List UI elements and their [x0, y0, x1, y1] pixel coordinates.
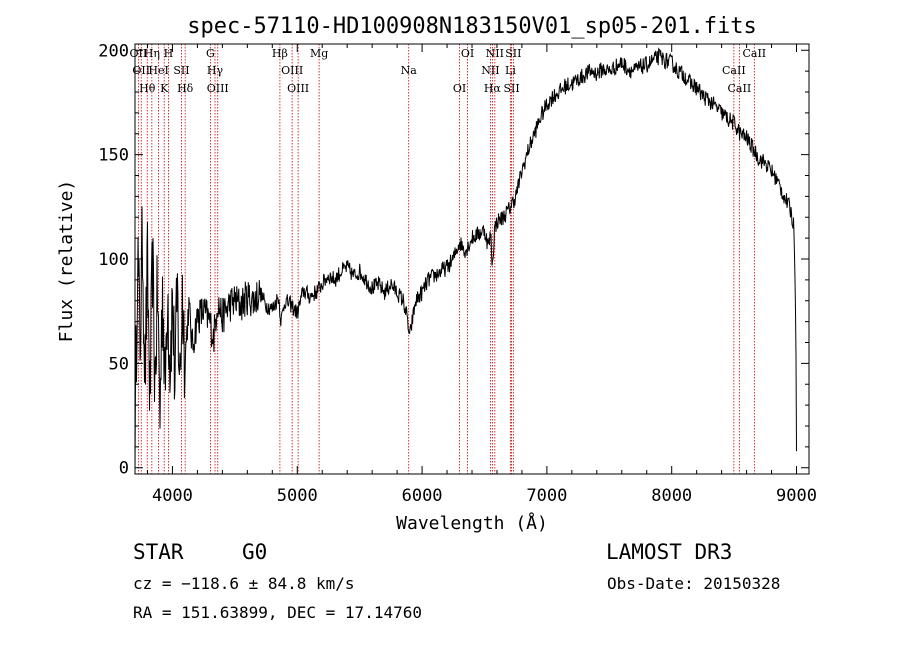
- line-marker-label: OII: [132, 64, 150, 77]
- survey-name: LAMOST DR3: [606, 540, 733, 564]
- line-marker-label: Hθ: [139, 82, 156, 95]
- line-marker-label: SII: [505, 47, 521, 60]
- line-marker-label: Hγ: [207, 64, 224, 77]
- line-marker-label: CaII: [728, 82, 752, 95]
- coordinates: RA = 151.63899, DEC = 17.14760: [133, 603, 422, 622]
- line-marker-label: OIII: [207, 82, 229, 95]
- line-marker-label: Hβ: [272, 47, 288, 60]
- x-tick-label: 7000: [526, 486, 567, 506]
- line-marker-label: OI: [453, 82, 466, 95]
- line-marker-label: CaII: [722, 64, 746, 77]
- line-marker-labels: OIIOIIHθHηHeIKHSIIHδGHγOIIIHβOIIIOIIIMgN…: [130, 47, 767, 95]
- redshift-velocity: cz = −118.6 ± 84.8 km/s: [133, 574, 355, 593]
- y-tick-label: 0: [119, 459, 129, 479]
- object-class: STAR: [133, 540, 184, 564]
- spectrum-series: [134, 47, 797, 472]
- object-subclass: G0: [242, 540, 268, 564]
- line-marker-label: SII: [173, 64, 189, 77]
- line-marker-label: G: [206, 47, 215, 60]
- line-marker-label: SII: [503, 82, 519, 95]
- y-tick-label: 150: [98, 146, 129, 166]
- x-tick-label: 5000: [277, 486, 318, 506]
- line-marker-label: OIII: [281, 64, 303, 77]
- line-marker-label: CaII: [742, 47, 766, 60]
- line-marker-label: HeI: [148, 64, 168, 77]
- x-axis-ticks: 4000 5000 6000 7000 8000 9000: [146, 44, 817, 506]
- y-tick-label: 50: [109, 354, 129, 374]
- x-tick-label: 8000: [651, 486, 692, 506]
- plot-frame: [134, 43, 810, 475]
- line-marker-label: K: [160, 82, 169, 95]
- spectrum-line: [134, 47, 797, 472]
- line-markers: [137, 44, 755, 474]
- line-marker-label: NII: [481, 64, 499, 77]
- line-marker-label: NII: [486, 47, 504, 60]
- line-marker-label: Mg: [310, 47, 328, 60]
- x-tick-label: 6000: [402, 486, 443, 506]
- y-tick-label: 100: [98, 250, 129, 270]
- x-tick-label: 9000: [776, 486, 817, 506]
- line-marker-label: OI: [461, 47, 474, 60]
- y-axis-ticks: 0 50 100 150 200: [98, 41, 809, 479]
- line-marker-label: OIII: [287, 82, 309, 95]
- line-marker-label: Hα: [484, 82, 502, 95]
- x-tick-label: 4000: [152, 486, 193, 506]
- chart-title: spec-57110-HD100908N183150V01_sp05-201.f…: [187, 14, 757, 39]
- line-marker-label: Hδ: [177, 82, 194, 95]
- line-marker-label: H: [164, 47, 174, 60]
- line-marker-label: Hη: [144, 47, 160, 60]
- y-axis-label: Flux (relative): [56, 180, 77, 343]
- observation-date: Obs-Date: 20150328: [607, 574, 781, 593]
- line-marker-label: Na: [401, 64, 418, 77]
- x-axis-label: Wavelength (Å): [396, 512, 548, 534]
- line-marker-label: Li: [505, 64, 516, 77]
- y-tick-label: 200: [98, 41, 129, 61]
